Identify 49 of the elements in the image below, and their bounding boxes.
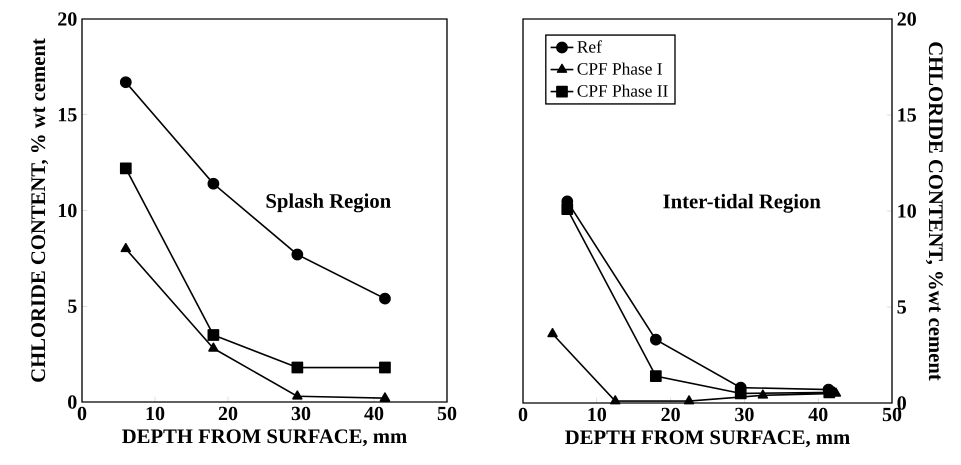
point <box>120 242 131 252</box>
x-tick-label: 20 <box>218 406 238 420</box>
point <box>291 248 304 260</box>
y-tick-label: 0 <box>68 395 77 409</box>
y-tick-label: 10 <box>898 204 916 218</box>
y-axis-title: CHLORIDE CONTENT, %wt cement <box>926 42 943 381</box>
point <box>610 395 620 404</box>
x-tick-label: 40 <box>808 408 828 422</box>
point <box>547 328 558 338</box>
point <box>120 162 132 174</box>
point <box>292 390 303 400</box>
x-tick-label: 50 <box>882 408 902 422</box>
y-axis-title: CHLORIDE CONTENT, % wt cement <box>31 38 48 382</box>
x-tick-label: 50 <box>438 406 456 420</box>
point <box>684 395 694 404</box>
x-axis-title: DEPTH FROM SURFACE, mm <box>565 430 850 448</box>
x-tick-label: 0 <box>78 406 86 420</box>
y-tick-label: 20 <box>58 12 77 26</box>
legend-label: Ref <box>577 40 602 53</box>
annotation: Splash Region <box>266 193 391 212</box>
point <box>208 329 220 341</box>
y-tick-label: 0 <box>897 396 906 410</box>
x-tick-label: 40 <box>364 406 384 420</box>
annotation: Inter-tidal Region <box>663 194 821 213</box>
point <box>208 178 220 190</box>
x-axis-title: DEPTH FROM SURFACE, mm <box>122 429 407 446</box>
y-tick-label: 15 <box>58 108 77 122</box>
y-tick-label: 5 <box>898 300 906 314</box>
x-tick-label: 10 <box>146 406 164 420</box>
point <box>291 362 304 374</box>
y-tick-label: 10 <box>58 204 77 218</box>
point <box>379 292 391 304</box>
x-tick-label: 10 <box>588 408 606 422</box>
point <box>379 362 391 374</box>
x-tick-label: 30 <box>735 408 754 422</box>
legend-label: CPF Phase II <box>578 84 668 97</box>
legend-label: CPF Phase I <box>578 62 662 75</box>
point <box>208 342 219 352</box>
point <box>758 389 768 399</box>
x-tick-label: 0 <box>518 408 528 422</box>
point <box>650 334 662 346</box>
point <box>380 392 390 402</box>
y-tick-label: 20 <box>898 12 916 26</box>
y-tick-label: 5 <box>68 300 77 313</box>
x-tick-label: 20 <box>661 408 680 422</box>
point <box>650 370 662 382</box>
point <box>120 76 132 88</box>
x-tick-label: 30 <box>292 406 310 420</box>
y-tick-label: 15 <box>898 108 916 122</box>
